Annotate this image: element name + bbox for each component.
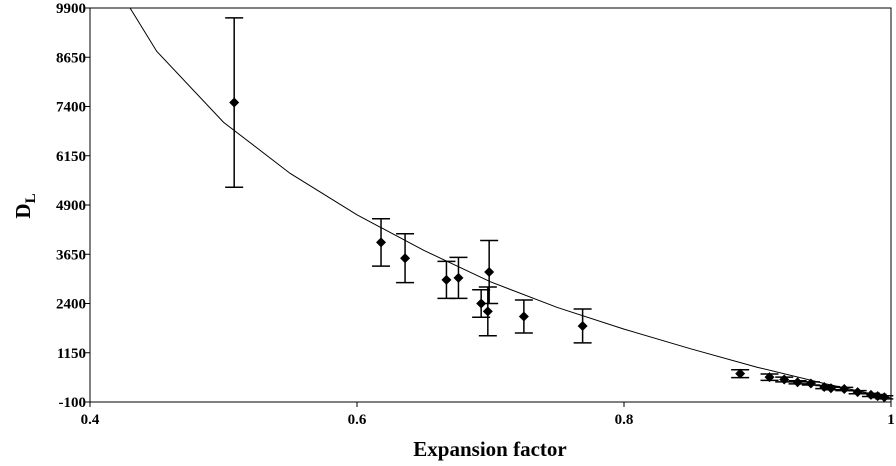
y-axis-label-subscript: L (23, 193, 39, 203)
y-tick-label: 9900 (56, 1, 86, 17)
data-point (229, 97, 240, 108)
x-tick-label: 1 (887, 412, 895, 428)
y-axis-label-main: D (11, 203, 35, 218)
data-point (453, 272, 464, 283)
data-point (518, 311, 529, 322)
data-point (484, 266, 495, 277)
plot-frame (89, 7, 892, 403)
x-tick-label: 0.4 (81, 412, 100, 428)
y-tick-label: 6150 (56, 149, 86, 165)
data-point (735, 368, 746, 379)
fit-curve (129, 8, 891, 399)
y-tick-label: 3650 (56, 247, 86, 263)
data-point (577, 320, 588, 331)
y-tick-label: -100 (59, 395, 87, 411)
data-point (792, 377, 803, 388)
data-point (805, 378, 816, 389)
data-point (839, 383, 850, 394)
x-tick-label: 0.8 (615, 412, 634, 428)
y-tick-label: 4900 (56, 198, 86, 214)
data-point (376, 237, 387, 248)
y-axis-label: DL (11, 193, 39, 218)
data-point (400, 253, 411, 264)
data-point (764, 372, 775, 383)
y-tick-label: 1150 (57, 346, 86, 362)
data-point (441, 274, 452, 285)
y-tick-label: 8650 (56, 50, 86, 66)
x-tick-label: 0.6 (348, 412, 367, 428)
x-axis-label: Expansion factor (413, 437, 566, 461)
y-tick-label: 2400 (56, 297, 86, 313)
data-point (482, 306, 493, 317)
data-point (779, 374, 790, 385)
data-point (879, 392, 890, 403)
y-tick-label: 7400 (56, 100, 86, 116)
data-point (852, 387, 863, 398)
data-point (825, 383, 836, 394)
